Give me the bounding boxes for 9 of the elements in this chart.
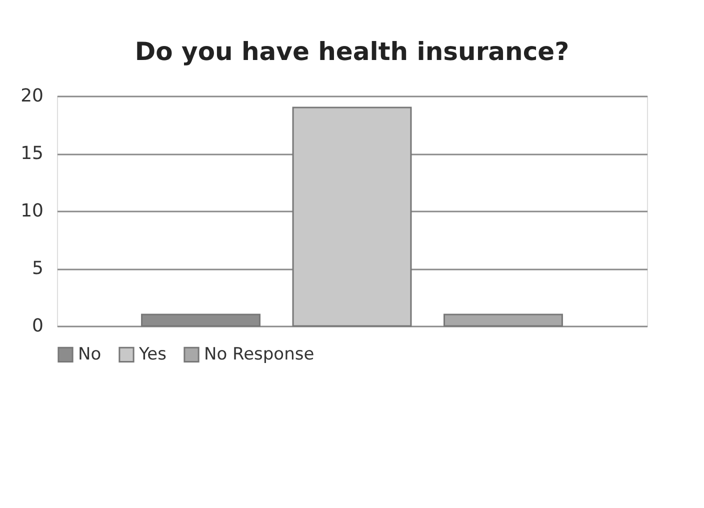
y-tick-label: 15 (20, 143, 44, 164)
y-tick-label: 0 (32, 316, 44, 336)
legend-label: No Response (204, 344, 314, 365)
legend-label: No (78, 344, 102, 365)
y-tick-label: 5 (32, 258, 44, 279)
y-tick-label: 10 (20, 200, 44, 222)
legend-label: Yes (138, 344, 167, 365)
chart-title: Do you have health insurance? (134, 37, 570, 66)
y-tick-label: 20 (20, 86, 44, 106)
